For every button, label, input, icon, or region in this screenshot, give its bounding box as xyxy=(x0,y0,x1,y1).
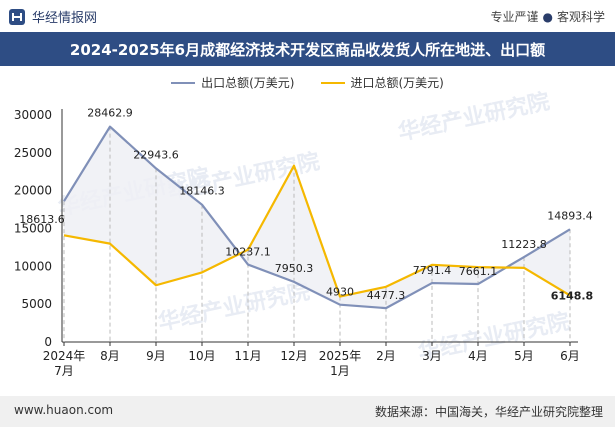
x-tick-label: 2025年 xyxy=(319,349,362,363)
export-data-label: 28462.9 xyxy=(87,107,133,120)
footer-url[interactable]: www.huaon.com xyxy=(14,403,114,417)
brand: 华经情报网 xyxy=(8,7,97,26)
y-tick-label: 15000 xyxy=(14,222,52,236)
brand-logo-icon xyxy=(9,8,25,25)
watermark-text: 华经产业研究院 xyxy=(156,278,312,335)
x-tick-label: 2月 xyxy=(376,349,396,363)
x-tick-label: 2024年 xyxy=(43,349,86,363)
line-chart: 华经产业研究院华经产业研究院华经产业研究院华经产业研究院华经产业研究院05000… xyxy=(14,88,593,378)
chart-title: 2024-2025年6月成都经济技术开发区商品收发货人所在地进、出口额 xyxy=(0,32,615,66)
y-tick-label: 20000 xyxy=(14,184,52,198)
y-tick-label: 30000 xyxy=(14,108,52,122)
footer-source: 数据来源：中国海关，华经产业研究院整理 xyxy=(374,405,603,419)
export-data-label: 11223.8 xyxy=(501,238,547,251)
chart-legend: 出口总额(万美元) 进口总额(万美元) xyxy=(0,74,615,91)
x-tick-label: 4月 xyxy=(468,349,488,363)
legend-swatch-export xyxy=(171,81,196,84)
legend-item-export: 出口总额(万美元) xyxy=(171,74,295,91)
x-tick-label: 12月 xyxy=(280,349,307,363)
import-series-line xyxy=(63,164,571,298)
brand-name: 华经情报网 xyxy=(32,11,98,26)
y-tick-label: 5000 xyxy=(21,297,52,311)
legend-item-import: 进口总额(万美元) xyxy=(320,74,444,91)
export-data-label: 7661.1 xyxy=(459,265,498,278)
export-data-label: 4477.3 xyxy=(367,289,406,302)
tagline-left: 专业严谨 xyxy=(490,10,539,24)
x-tick-label: 3月 xyxy=(422,349,442,363)
dot-separator-icon: ● xyxy=(542,10,553,24)
top-bar: 华经情报网 专业严谨 ● 客观科学 xyxy=(0,0,615,32)
legend-label-import: 进口总额(万美元) xyxy=(350,76,444,90)
y-tick-label: 25000 xyxy=(14,146,52,160)
legend-label-export: 出口总额(万美元) xyxy=(201,76,295,90)
x-tick-label: 5月 xyxy=(514,349,534,363)
x-tick-label: 11月 xyxy=(234,349,261,363)
import-data-label: 6148.8 xyxy=(551,289,593,302)
export-data-label: 10237.1 xyxy=(225,246,271,259)
export-data-label: 7950.3 xyxy=(275,262,314,275)
export-data-label: 18613.6 xyxy=(19,213,65,226)
export-data-label: 22943.6 xyxy=(133,148,179,161)
legend-swatch-import xyxy=(320,81,345,84)
export-data-label: 18146.3 xyxy=(179,185,225,198)
export-data-label: 14893.4 xyxy=(547,209,593,222)
y-tick-label: 0 xyxy=(44,335,52,349)
x-tick-label: 7月 xyxy=(54,364,74,378)
export-series-line xyxy=(63,125,571,310)
gap-area xyxy=(64,126,570,309)
x-tick-label: 10月 xyxy=(188,349,215,363)
export-data-label: 7791.4 xyxy=(413,264,452,277)
watermark-text: 华经产业研究院 xyxy=(396,88,552,145)
x-tick-label: 1月 xyxy=(330,364,350,378)
tagline-right: 客观科学 xyxy=(556,10,605,24)
x-tick-label: 9月 xyxy=(146,349,166,363)
export-data-label: 4930 xyxy=(326,286,354,299)
x-tick-label: 8月 xyxy=(100,349,120,363)
y-tick-label: 10000 xyxy=(14,259,52,273)
footer: www.huaon.com 数据来源：中国海关，华经产业研究院整理 xyxy=(0,396,615,427)
x-tick-label: 6月 xyxy=(560,349,580,363)
tagline: 专业严谨 ● 客观科学 xyxy=(490,8,605,25)
